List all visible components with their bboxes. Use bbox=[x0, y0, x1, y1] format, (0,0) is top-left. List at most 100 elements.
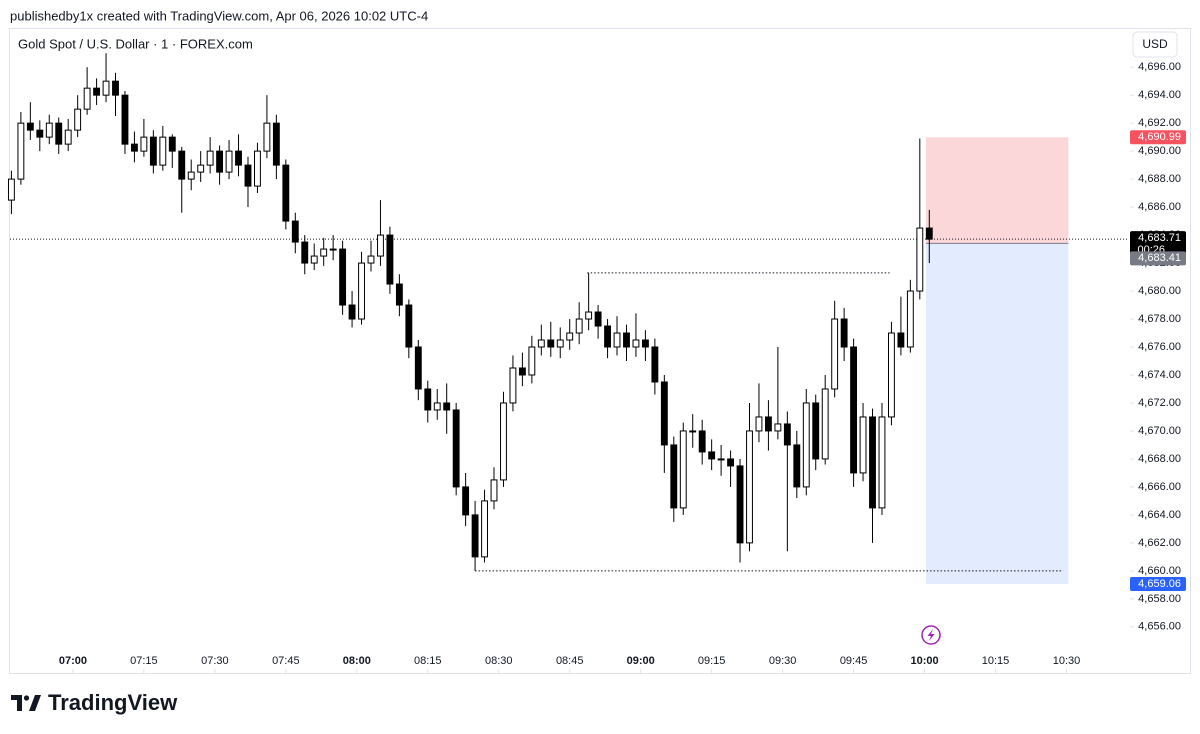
candle bbox=[55, 117, 63, 154]
chart-frame bbox=[9, 28, 1191, 674]
candle bbox=[216, 145, 224, 185]
candle-body bbox=[64, 129, 72, 145]
candle bbox=[736, 458, 744, 563]
candle-body bbox=[367, 255, 375, 264]
y-tick-label: 4,690.00 bbox=[1138, 145, 1181, 157]
candle-body bbox=[840, 318, 848, 348]
candle bbox=[869, 408, 876, 543]
candle-body bbox=[490, 479, 498, 502]
candle bbox=[74, 95, 82, 138]
candle-body bbox=[802, 402, 810, 488]
candle-body bbox=[500, 402, 507, 481]
candle-body bbox=[55, 122, 63, 145]
candle bbox=[604, 319, 611, 359]
candle-body bbox=[7, 178, 15, 201]
candle-body bbox=[272, 122, 280, 166]
candle bbox=[121, 90, 129, 154]
candle bbox=[187, 159, 195, 191]
candle bbox=[83, 67, 91, 115]
candle-body bbox=[121, 94, 129, 145]
position-tag bbox=[1130, 130, 1186, 145]
candle bbox=[651, 338, 659, 395]
candle bbox=[168, 134, 176, 168]
x-tick-label: 09:00 bbox=[627, 655, 655, 667]
currency-button[interactable] bbox=[1132, 31, 1178, 58]
candle bbox=[254, 142, 261, 194]
candle-body bbox=[386, 234, 394, 285]
candle-body bbox=[481, 500, 488, 558]
candle bbox=[112, 72, 119, 117]
candle bbox=[235, 134, 242, 177]
candle bbox=[679, 422, 687, 515]
y-tick-label: 4,676.00 bbox=[1138, 341, 1181, 353]
candle bbox=[424, 380, 432, 423]
candle-body bbox=[651, 346, 659, 383]
y-tick-label: 4,670.00 bbox=[1138, 425, 1181, 437]
candle bbox=[556, 327, 564, 359]
candle bbox=[660, 374, 668, 473]
candle-body bbox=[263, 122, 271, 152]
candle bbox=[698, 419, 706, 465]
candle bbox=[537, 324, 545, 356]
candle-body bbox=[462, 486, 470, 516]
candle-body bbox=[339, 248, 347, 306]
candle-body bbox=[755, 416, 763, 432]
candle bbox=[490, 467, 498, 510]
x-tick-label: 08:30 bbox=[485, 655, 513, 667]
candle-body bbox=[575, 318, 583, 334]
candle bbox=[528, 335, 536, 384]
candle-body bbox=[594, 311, 602, 327]
candle-body bbox=[17, 122, 25, 180]
candle bbox=[755, 383, 763, 443]
currency[interactable]: USD bbox=[1142, 37, 1168, 51]
candle-body bbox=[679, 430, 687, 509]
candle bbox=[329, 235, 337, 261]
y-tick-label: 4,696.00 bbox=[1138, 61, 1181, 73]
candle bbox=[64, 118, 72, 152]
candle bbox=[575, 302, 583, 345]
candle-body bbox=[140, 136, 148, 152]
candle bbox=[26, 102, 34, 140]
candle-body bbox=[689, 430, 697, 433]
candle bbox=[906, 279, 914, 353]
candle-body bbox=[102, 80, 110, 96]
candle bbox=[414, 340, 422, 401]
candle bbox=[452, 402, 460, 496]
candle-body bbox=[414, 346, 422, 390]
candle bbox=[509, 355, 517, 412]
candle bbox=[159, 125, 167, 171]
candle-body bbox=[348, 304, 356, 320]
candle-body bbox=[26, 122, 34, 131]
candle bbox=[641, 330, 649, 361]
candle bbox=[358, 251, 365, 325]
candle bbox=[859, 402, 867, 482]
candle bbox=[613, 316, 621, 356]
candle-body bbox=[74, 108, 82, 131]
alert-icon[interactable] bbox=[921, 625, 941, 645]
candle bbox=[764, 400, 772, 451]
candle-body bbox=[812, 402, 820, 460]
candle-body bbox=[670, 444, 678, 509]
candle bbox=[774, 347, 782, 440]
candle-body bbox=[112, 80, 119, 96]
candle bbox=[802, 388, 810, 496]
candle bbox=[395, 274, 403, 317]
candle bbox=[878, 402, 886, 515]
chart-title: Gold Spot / U.S. Dollar · 1 · FOREX.com bbox=[18, 36, 253, 51]
candle-body bbox=[698, 430, 706, 453]
candle-body bbox=[36, 129, 44, 138]
candle bbox=[594, 305, 602, 339]
candle bbox=[850, 338, 858, 487]
candle bbox=[708, 439, 716, 471]
plot bbox=[7, 53, 1134, 673]
candle-body bbox=[906, 290, 914, 348]
y-tick-label: 4,666.00 bbox=[1138, 481, 1181, 493]
candle-body bbox=[244, 164, 252, 187]
candle-body bbox=[168, 136, 176, 152]
entry-label: 4,683.41 bbox=[1138, 252, 1181, 264]
candle bbox=[130, 131, 138, 163]
candle bbox=[377, 200, 384, 266]
candle bbox=[925, 209, 933, 264]
candle-body bbox=[443, 402, 451, 411]
